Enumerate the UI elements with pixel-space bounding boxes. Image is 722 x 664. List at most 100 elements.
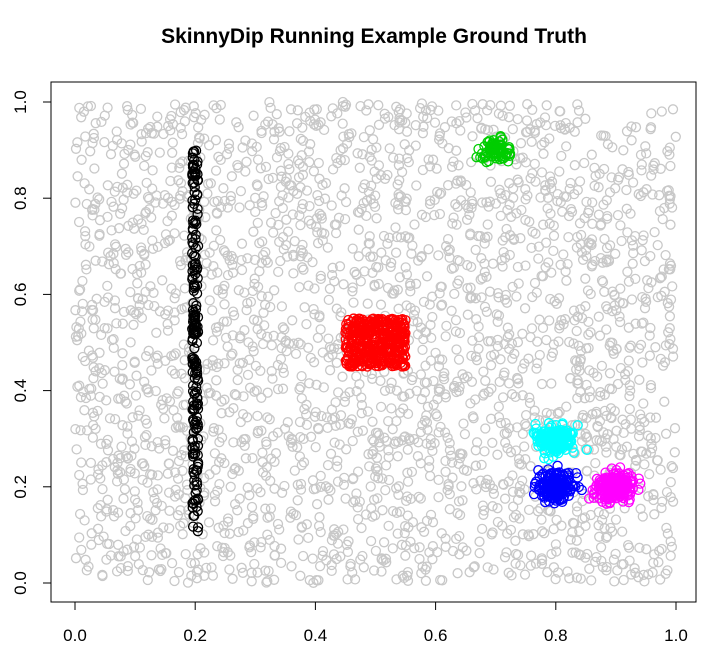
data-point	[560, 476, 572, 487]
data-point	[523, 353, 534, 364]
data-point	[619, 369, 631, 380]
data-point	[517, 428, 529, 440]
data-point	[596, 275, 608, 286]
data-point	[505, 524, 517, 536]
data-point	[508, 512, 520, 523]
data-point	[222, 250, 233, 261]
data-point	[667, 351, 679, 362]
data-point	[235, 416, 246, 428]
data-point	[191, 476, 202, 488]
data-point	[210, 135, 222, 146]
data-point	[530, 228, 541, 239]
data-point	[400, 550, 411, 561]
data-point	[654, 545, 665, 557]
data-point	[418, 296, 430, 308]
data-point	[394, 117, 405, 128]
data-point	[665, 476, 676, 488]
data-point	[152, 436, 163, 448]
data-point	[278, 244, 289, 255]
data-point	[112, 465, 123, 476]
data-point	[118, 306, 130, 318]
data-point	[390, 247, 402, 258]
axes-layer: 0.0 0.2 0.4 0.6 0.8 1.00.00.20.40.60.81.0	[11, 90, 688, 645]
data-point	[393, 303, 404, 314]
data-point	[382, 282, 394, 294]
data-point	[83, 345, 95, 356]
data-point	[326, 559, 337, 571]
data-point	[245, 296, 257, 308]
data-point	[208, 426, 219, 437]
data-point	[452, 278, 463, 289]
data-point	[457, 495, 468, 506]
data-point	[617, 414, 628, 425]
data-point	[155, 543, 166, 554]
data-point	[93, 534, 104, 546]
data-point	[192, 422, 204, 433]
data-point	[575, 573, 586, 584]
data-point	[364, 151, 375, 162]
data-point	[219, 358, 230, 369]
data-point	[275, 142, 286, 154]
data-point	[546, 267, 557, 278]
data-point	[606, 383, 618, 395]
data-point	[290, 348, 302, 360]
data-point	[190, 317, 201, 328]
data-point	[480, 423, 491, 434]
data-point	[541, 334, 552, 346]
data-point	[485, 100, 496, 111]
data-point	[389, 355, 401, 367]
data-point	[473, 321, 484, 332]
data-point	[499, 493, 511, 504]
data-point	[540, 180, 551, 191]
data-point	[533, 253, 544, 264]
data-point	[485, 350, 497, 362]
data-point	[569, 126, 580, 137]
data-point	[216, 453, 227, 464]
data-point	[468, 413, 479, 424]
data-point	[125, 337, 136, 348]
data-point	[262, 116, 274, 127]
data-point	[448, 212, 459, 223]
data-point	[102, 211, 113, 223]
data-point	[256, 425, 267, 436]
data-point	[598, 509, 610, 520]
data-point	[532, 336, 543, 347]
data-point	[387, 505, 399, 517]
data-point	[639, 255, 651, 267]
data-point	[234, 202, 245, 213]
data-point	[382, 336, 393, 347]
data-point	[89, 163, 100, 174]
data-point	[282, 226, 294, 237]
data-point	[190, 387, 201, 399]
data-point	[256, 392, 267, 403]
data-point	[260, 503, 271, 514]
data-point	[169, 368, 181, 379]
data-point	[315, 470, 326, 482]
data-point	[470, 244, 481, 256]
data-point	[446, 457, 458, 468]
data-point	[364, 358, 376, 370]
data-point	[76, 457, 87, 468]
data-point	[172, 388, 183, 399]
data-point	[513, 378, 524, 389]
data-point	[493, 401, 504, 412]
data-point	[132, 214, 144, 225]
data-point	[80, 259, 92, 270]
data-point	[187, 521, 199, 532]
data-point	[257, 467, 269, 478]
data-point	[654, 273, 666, 284]
data-point	[312, 227, 323, 238]
data-point	[361, 210, 372, 222]
data-point	[173, 175, 184, 186]
data-point	[219, 299, 230, 310]
data-point	[440, 241, 452, 252]
data-point	[516, 459, 527, 470]
data-point	[451, 145, 462, 156]
data-point	[571, 572, 583, 583]
data-point	[147, 235, 158, 246]
data-point	[639, 459, 650, 470]
data-point	[581, 196, 592, 208]
data-point	[538, 219, 549, 230]
data-point	[480, 375, 491, 386]
data-point	[83, 561, 94, 572]
